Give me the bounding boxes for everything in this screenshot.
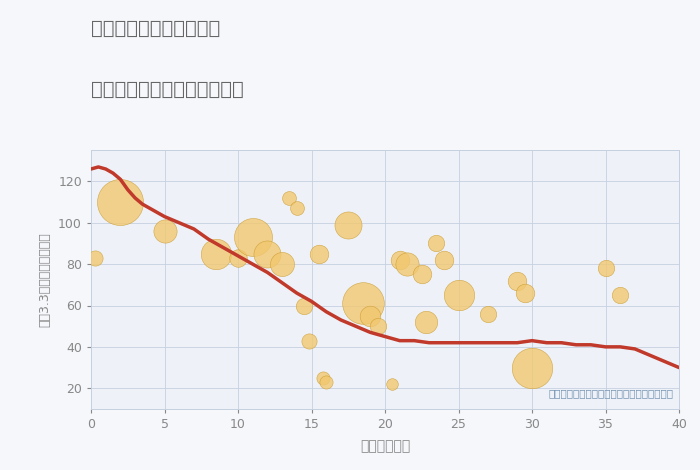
- Point: [519, 290, 531, 297]
- Point: [247, 234, 258, 241]
- Point: [298, 302, 309, 309]
- Point: [115, 198, 126, 206]
- Point: [402, 260, 413, 268]
- Point: [453, 291, 464, 299]
- Point: [262, 250, 273, 258]
- Point: [343, 221, 354, 228]
- Point: [615, 291, 626, 299]
- Point: [416, 271, 427, 278]
- Point: [438, 256, 449, 264]
- Text: 奈良県磯城郡川西町梅戸: 奈良県磯城郡川西町梅戸: [91, 19, 220, 38]
- Point: [232, 254, 244, 262]
- Point: [394, 256, 405, 264]
- Point: [431, 240, 442, 247]
- Point: [318, 374, 329, 382]
- Point: [372, 322, 384, 330]
- Y-axis label: 坪（3.3㎡）単価（万円）: 坪（3.3㎡）単価（万円）: [38, 232, 51, 327]
- Point: [303, 337, 314, 345]
- Point: [358, 300, 369, 307]
- Point: [159, 227, 170, 235]
- Point: [90, 254, 101, 262]
- Point: [321, 378, 332, 386]
- Point: [365, 312, 376, 320]
- Point: [291, 204, 302, 212]
- Point: [276, 260, 288, 268]
- Point: [386, 380, 398, 388]
- Point: [314, 250, 325, 258]
- Point: [600, 265, 611, 272]
- X-axis label: 築年数（年）: 築年数（年）: [360, 439, 410, 453]
- Point: [210, 250, 221, 258]
- Point: [284, 194, 295, 202]
- Text: 円の大きさは、取引のあった物件面積を示す: 円の大きさは、取引のあった物件面積を示す: [548, 389, 673, 399]
- Point: [482, 310, 493, 318]
- Text: 築年数別中古マンション価格: 築年数別中古マンション価格: [91, 80, 244, 99]
- Point: [421, 318, 432, 326]
- Point: [512, 277, 523, 284]
- Point: [526, 364, 538, 371]
